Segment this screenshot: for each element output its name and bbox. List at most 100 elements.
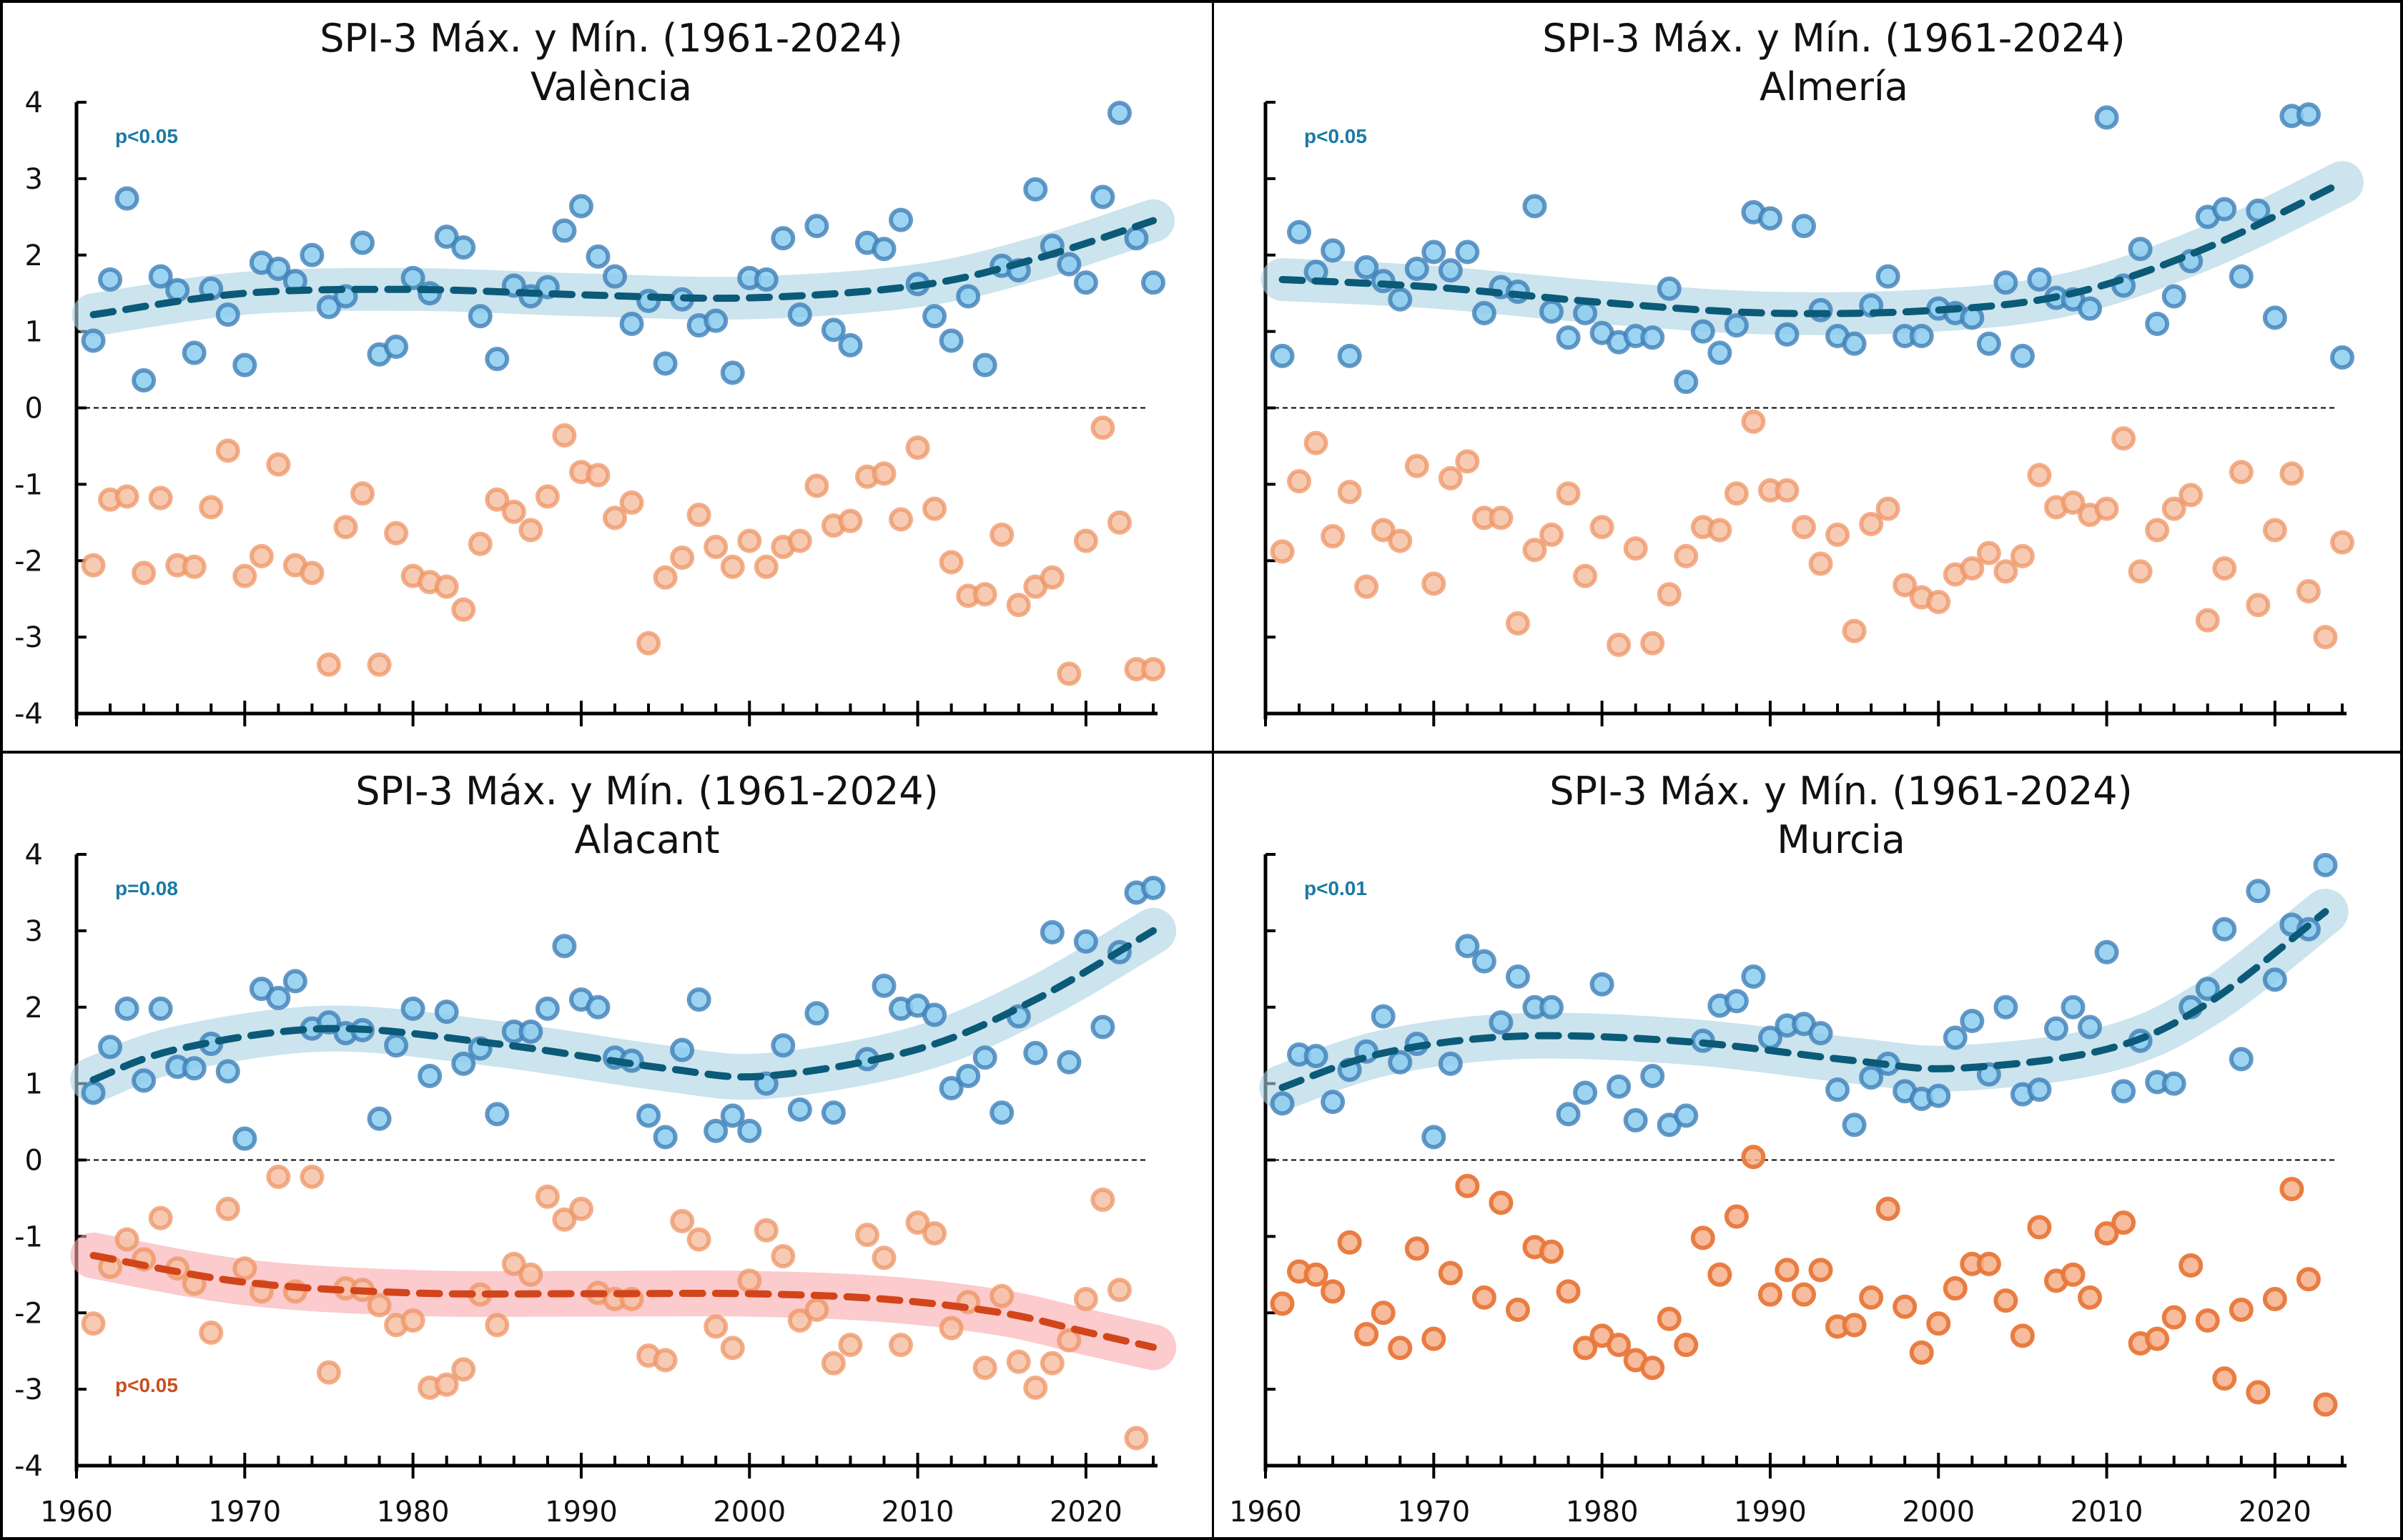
- data-point-min: [552, 423, 577, 448]
- chart-title: SPI-3 Máx. y Mín. (1961-2024): [355, 769, 938, 814]
- data-point-max: [384, 335, 409, 359]
- data-point-min: [1926, 1311, 1951, 1336]
- y-tick-label: 2: [25, 240, 43, 272]
- x-tick-label: 2000: [713, 1496, 786, 1529]
- data-point-min: [2010, 543, 2035, 568]
- data-point-max: [2145, 311, 2170, 336]
- data-point-max: [771, 226, 796, 251]
- data-point-max: [2161, 1071, 2186, 1096]
- data-point-max: [2027, 267, 2052, 292]
- data-point-max: [182, 1056, 207, 1081]
- data-point-max: [1270, 343, 1295, 368]
- data-point-max: [468, 304, 493, 329]
- data-point-max: [1455, 934, 1480, 959]
- data-point-max: [1489, 1010, 1514, 1035]
- x-tick-label: 2010: [882, 1496, 954, 1529]
- data-point-min: [434, 574, 459, 599]
- data-point-min: [1073, 528, 1098, 553]
- data-point-min: [1141, 657, 1165, 682]
- data-point-min: [619, 490, 644, 515]
- data-point-min: [1657, 582, 1682, 607]
- y-tick-label: 3: [25, 915, 43, 948]
- data-point-min: [1539, 522, 1564, 547]
- data-point-min: [1909, 1340, 1934, 1365]
- data-point-max: [2128, 237, 2153, 262]
- data-point-min: [1556, 481, 1581, 506]
- data-point-max: [1321, 1090, 1346, 1115]
- data-point-max: [1354, 255, 1379, 280]
- data-point-max: [485, 347, 510, 372]
- data-point-min: [400, 1308, 425, 1333]
- data-point-min: [1640, 631, 1665, 656]
- data-point-max: [653, 1125, 678, 1150]
- data-point-min: [1674, 1333, 1699, 1358]
- data-point-max: [586, 244, 611, 269]
- data-point-min: [905, 435, 930, 460]
- data-point-max: [81, 328, 106, 353]
- data-point-min: [1438, 465, 1463, 490]
- data-point-max: [2262, 967, 2287, 992]
- data-point-min: [451, 1357, 476, 1382]
- data-point-min: [1505, 611, 1530, 636]
- data-point-max: [1057, 1050, 1082, 1075]
- data-point-min: [905, 1210, 930, 1235]
- data-point-max: [1859, 1065, 1884, 1090]
- data-point-max: [603, 264, 627, 289]
- trend-line-max: [1278, 908, 2329, 1091]
- data-point-min: [1090, 415, 1115, 440]
- data-point-min: [1792, 1282, 1816, 1307]
- data-point-min: [1522, 538, 1547, 563]
- data-point-max: [2195, 977, 2220, 1002]
- data-point-max: [367, 1106, 392, 1131]
- data-point-min: [1489, 505, 1514, 530]
- data-point-min: [182, 554, 207, 579]
- data-point-min: [468, 531, 493, 556]
- data-point-max: [2296, 102, 2321, 127]
- data-point-min: [199, 495, 224, 520]
- data-point-min: [1724, 481, 1749, 506]
- data-point-max: [1141, 270, 1165, 295]
- data-point-max: [619, 311, 644, 336]
- data-point-max: [2262, 305, 2287, 330]
- data-point-max: [1141, 876, 1165, 901]
- data-point-max: [1976, 331, 2001, 356]
- data-point-min: [1455, 449, 1480, 474]
- data-point-max: [400, 996, 425, 1021]
- data-point-max: [922, 304, 947, 329]
- data-point-max: [232, 1126, 257, 1151]
- panel-divider-horizontal: [0, 751, 2403, 754]
- data-point-max: [552, 934, 577, 959]
- data-point-max: [518, 1019, 543, 1044]
- data-point-min: [535, 1184, 560, 1209]
- data-point-min: [804, 473, 829, 498]
- data-point-max: [990, 1100, 1015, 1125]
- y-tick-label: -3: [14, 1373, 43, 1406]
- p-value-annotation-min: p<0.05: [115, 1374, 178, 1396]
- data-point-min: [2262, 1287, 2287, 1312]
- data-point-min: [535, 484, 560, 509]
- data-point-max: [1808, 1021, 1833, 1046]
- data-point-max: [2078, 296, 2103, 321]
- data-point-min: [1404, 1236, 1429, 1261]
- data-point-min: [148, 1205, 173, 1230]
- data-point-max: [1404, 256, 1429, 281]
- chart-subtitle: Almería: [1760, 64, 1908, 109]
- y-tick-label: -1: [14, 1220, 43, 1253]
- data-point-min: [670, 545, 695, 570]
- data-point-max: [1707, 340, 1732, 365]
- data-point-min: [1107, 510, 1132, 535]
- data-point-max: [939, 328, 964, 353]
- data-point-max: [804, 1001, 829, 1026]
- x-tick-label: 1960: [40, 1496, 113, 1529]
- data-point-max: [720, 360, 745, 385]
- y-tick-label: -2: [14, 1297, 43, 1330]
- data-point-min: [266, 1165, 291, 1190]
- data-point-max: [2313, 852, 2338, 877]
- panel-murcia: SPI-3 Máx. y Mín. (1961-2024)Murcia 1960 1…: [1229, 769, 2349, 1529]
- data-point-min: [1321, 524, 1346, 549]
- data-point-min: [1893, 1294, 1918, 1319]
- data-point-min: [215, 1196, 240, 1221]
- data-point-min: [1040, 565, 1065, 590]
